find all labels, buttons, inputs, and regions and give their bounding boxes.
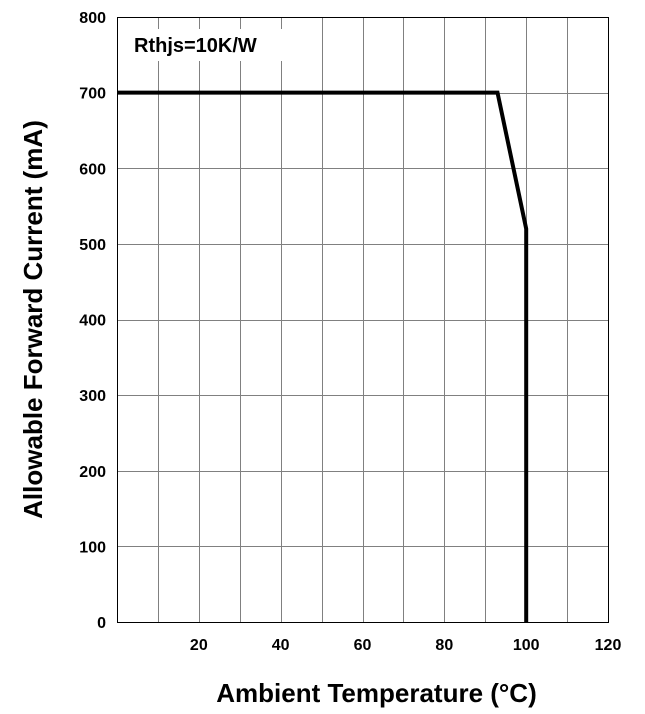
y-tick-labels: 0 100 200 300 400 500 600 700 800 [79,10,106,632]
y-tick-label-200: 200 [79,464,106,481]
y-tick-label-600: 600 [79,161,106,178]
y-tick-label-700: 700 [79,86,106,103]
x-axis-title: Ambient Temperature (°C) [216,678,537,708]
annotation-rthjs: Rthjs=10K/W [134,35,257,57]
y-tick-label-500: 500 [79,237,106,254]
x-tick-label-120: 120 [595,637,622,654]
y-tick-label-100: 100 [79,539,106,556]
y-tick-label-0: 0 [97,615,106,632]
x-tick-labels: 20 40 60 80 100 120 [190,637,622,654]
x-tick-label-100: 100 [513,637,540,654]
annotation-box [127,29,297,61]
y-axis-title: Allowable Forward Current (mA) [18,120,48,519]
x-tick-label-40: 40 [272,637,290,654]
y-tick-label-300: 300 [79,388,106,405]
x-tick-label-60: 60 [354,637,372,654]
x-tick-label-20: 20 [190,637,208,654]
series-layer [117,90,529,622]
derating-curve-0 [117,90,529,622]
y-tick-label-800: 800 [79,10,106,27]
plot-frame [117,17,609,623]
x-tick-label-80: 80 [435,637,453,654]
annotation-group: Rthjs=10K/W [127,29,297,61]
y-tick-label-400: 400 [79,313,106,330]
grid-lines [117,17,608,622]
